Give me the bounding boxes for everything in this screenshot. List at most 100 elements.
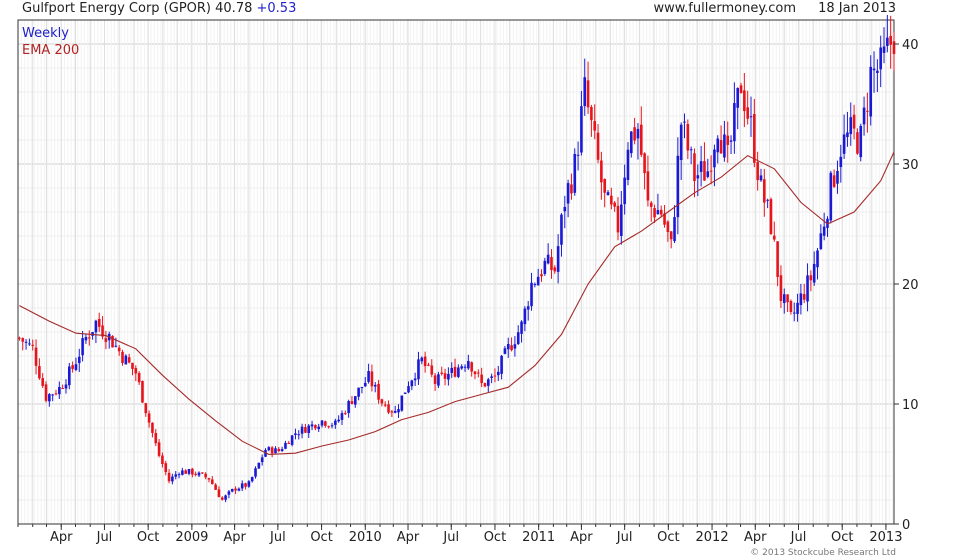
candle-body (297, 434, 301, 436)
candle-body (849, 117, 853, 135)
weekly-candle (583, 58, 587, 116)
candle-body (81, 338, 84, 356)
weekly-candle (277, 446, 281, 453)
weekly-candle (580, 90, 583, 156)
weekly-candle (48, 393, 51, 407)
candle-body (197, 472, 201, 476)
weekly-candle (470, 361, 473, 377)
candle-body (367, 371, 370, 382)
weekly-candle (523, 306, 527, 332)
candle-body (443, 373, 447, 379)
weekly-candle (753, 98, 756, 168)
weekly-candle (513, 336, 517, 357)
candle-body (686, 124, 690, 151)
candle-body (114, 345, 118, 347)
weekly-candle (689, 146, 693, 165)
candle-body (626, 149, 630, 180)
weekly-candle (699, 145, 703, 187)
weekly-candle (493, 368, 497, 383)
candle-body (819, 233, 823, 250)
weekly-candle (500, 354, 503, 380)
weekly-candle (181, 467, 184, 476)
weekly-candle (520, 320, 523, 343)
weekly-candle (869, 55, 873, 126)
candle-body (317, 426, 321, 430)
candle-body (347, 401, 350, 414)
weekly-candle (759, 168, 763, 182)
candle-body (869, 66, 873, 117)
candle-body (759, 175, 763, 181)
candle-body (520, 321, 523, 334)
price-change: +0.53 (256, 1, 297, 16)
candle-body (201, 472, 204, 474)
weekly-candle (596, 124, 600, 164)
weekly-candle (620, 190, 623, 245)
candle-body (117, 347, 121, 352)
weekly-candle (383, 401, 387, 408)
weekly-candle (407, 381, 410, 394)
candle-body (769, 199, 773, 234)
candle-body (220, 497, 224, 500)
candle-body (290, 435, 294, 445)
candle-body (536, 276, 540, 286)
weekly-candle (284, 440, 287, 450)
weekly-candle (450, 362, 454, 378)
weekly-candle (151, 422, 154, 438)
weekly-candle (267, 446, 271, 452)
weekly-candle (792, 302, 796, 322)
x-tick-label: Jul (790, 530, 807, 545)
weekly-candle (177, 472, 181, 479)
weekly-candle (38, 358, 41, 380)
candle-body (736, 88, 740, 108)
candle-body (280, 449, 284, 452)
x-axis: Apr Jul Oct 2009 Apr Jul Oct 2010 Apr Jul Oct 2011 A… (17, 524, 902, 545)
candle-body (403, 392, 407, 394)
weekly-candle (91, 331, 94, 340)
candle-body (733, 103, 736, 142)
candle-body (879, 47, 882, 70)
candle-body (300, 426, 304, 434)
candle-body (227, 491, 231, 495)
weekly-candle (403, 392, 407, 395)
candle-body (679, 124, 683, 161)
weekly-candle (64, 379, 68, 394)
candle-body (473, 371, 477, 375)
candle-body (224, 495, 227, 500)
candle-body (41, 378, 45, 386)
candle-body (430, 365, 434, 375)
weekly-candle (600, 151, 603, 200)
candle-body (639, 124, 643, 155)
weekly-candle (736, 87, 740, 130)
weekly-candle (430, 359, 434, 378)
weekly-candle (779, 265, 783, 308)
weekly-candle (709, 155, 713, 185)
weekly-candle (812, 251, 816, 286)
weekly-candle (94, 319, 98, 344)
candle-body (77, 356, 81, 364)
candle-body (719, 140, 723, 154)
weekly-candle (719, 125, 723, 154)
site-link[interactable]: www.fullermoney.com (653, 1, 797, 16)
candle-body (68, 366, 71, 386)
candle-body (453, 366, 457, 377)
candle-body (121, 351, 124, 364)
weekly-candle (852, 104, 856, 140)
candle-body (832, 175, 836, 187)
candle-body (217, 489, 221, 498)
weekly-candle (270, 446, 274, 458)
candle-body (503, 348, 507, 354)
weekly-candle (457, 364, 460, 379)
weekly-candle (104, 330, 108, 350)
weekly-candle (71, 361, 74, 373)
candle-body (334, 420, 337, 425)
candle-body (377, 383, 380, 400)
candle-body (862, 107, 866, 125)
candle-body (822, 226, 826, 236)
candle-body (610, 195, 613, 205)
weekly-candle (260, 454, 264, 466)
candle-body (729, 140, 733, 142)
x-tick-label: Oct (831, 530, 853, 545)
weekly-candle (304, 423, 307, 434)
candle-body (510, 345, 513, 351)
weekly-candle (460, 364, 464, 370)
